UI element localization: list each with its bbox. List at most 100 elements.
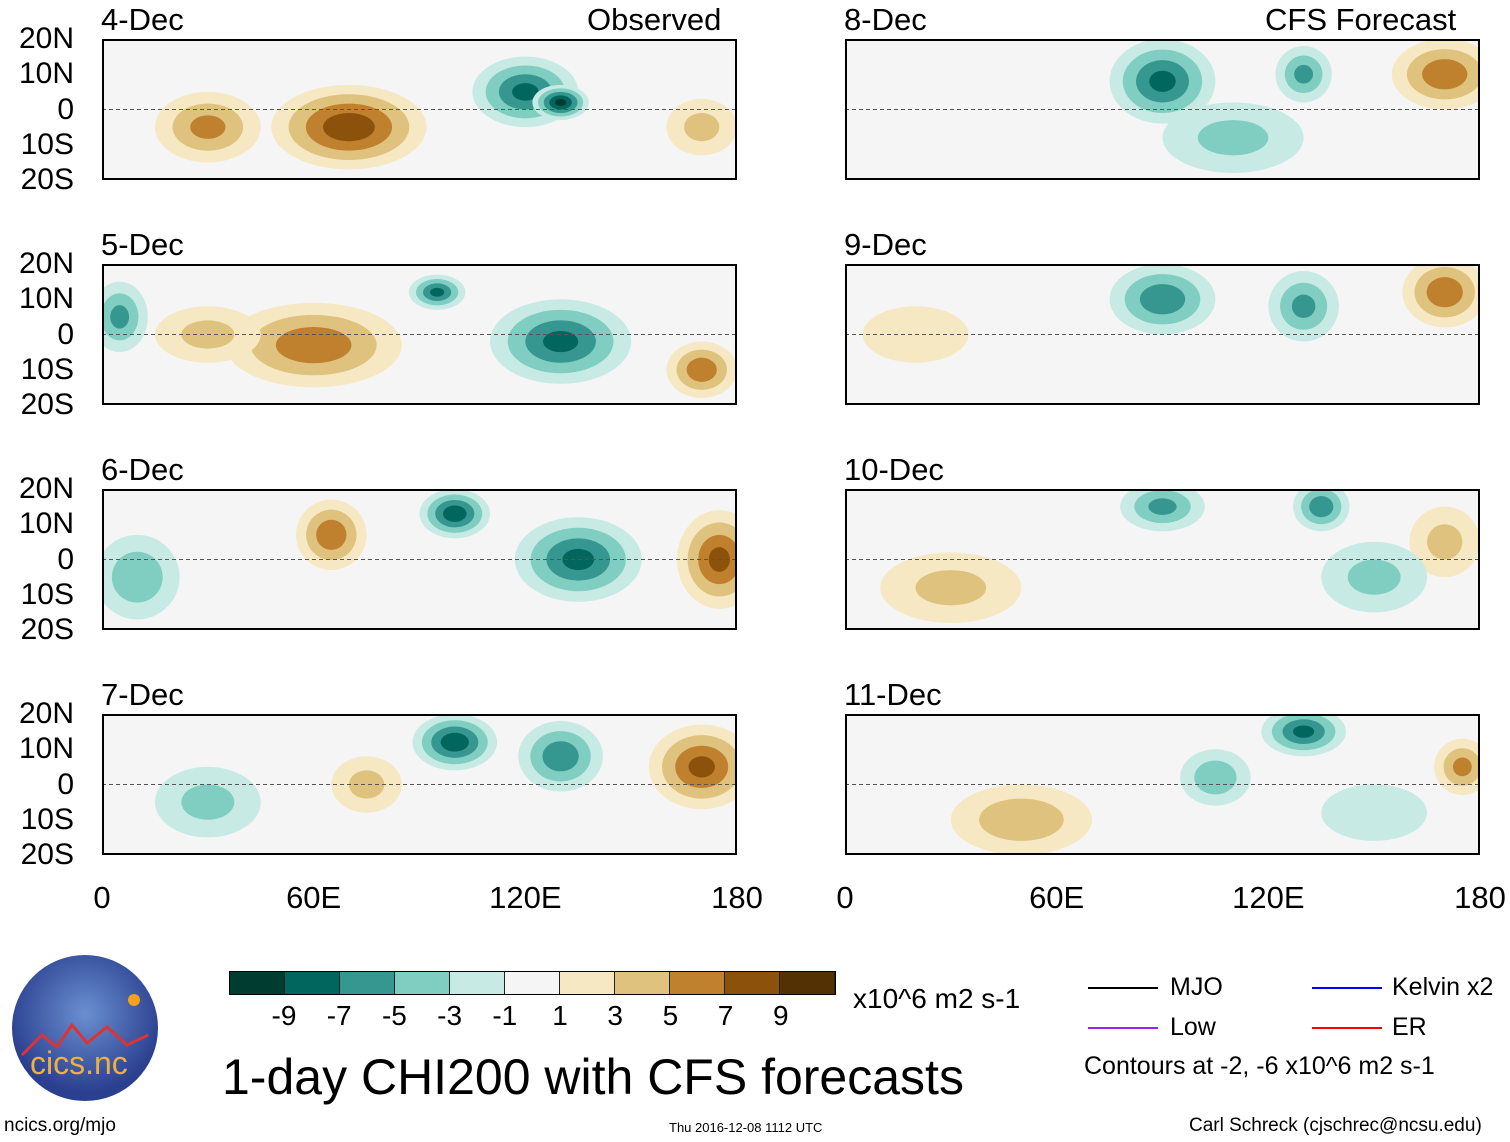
anomaly-shading — [190, 115, 226, 139]
panel-frame — [102, 39, 737, 180]
lon-tick: 0 — [93, 880, 111, 915]
contour-note: Contours at -2, -6 x10^6 m2 s-1 — [1084, 1052, 1435, 1080]
anomaly-shading — [440, 732, 469, 752]
anomaly-shading — [684, 113, 720, 142]
colorbar-swatch — [505, 972, 560, 994]
colorbar-swatch — [230, 972, 285, 994]
panel-frame — [845, 489, 1480, 630]
colorbar — [229, 971, 836, 995]
legend-low: Low — [1088, 1013, 1216, 1042]
lat-tick: 20N — [18, 697, 74, 730]
anomaly-shading — [1197, 120, 1269, 156]
footer-timestamp: Thu 2016-12-08 1112 UTC — [669, 1120, 823, 1135]
anomaly-shading — [181, 784, 235, 820]
anomaly-shading — [275, 326, 352, 364]
colorbar-label: -1 — [492, 1000, 518, 1031]
panel-frame — [845, 714, 1480, 855]
lat-tick: 10S — [20, 802, 74, 836]
anomaly-shading — [1293, 725, 1315, 738]
panel-date: 8-Dec — [844, 2, 927, 37]
anomaly-shading — [1309, 496, 1334, 518]
logo-mountains — [20, 994, 149, 1057]
panel-date: 5-Dec — [101, 227, 184, 262]
anomaly-shading — [430, 287, 445, 297]
anomaly-shading — [542, 330, 579, 353]
logo-text: cics.nc — [30, 1045, 128, 1081]
anomaly-shading — [688, 756, 715, 778]
lat-tick: 20S — [20, 163, 74, 196]
lat-tick: 20S — [20, 388, 74, 421]
panel-frame — [845, 39, 1480, 180]
anomaly-shading — [1426, 277, 1463, 308]
anomaly-shading — [1427, 524, 1463, 560]
anomaly-shading — [1452, 757, 1472, 777]
panel-date: 4-Dec — [101, 2, 184, 37]
figure-title: 1-day CHI200 with CFS forecasts — [222, 1049, 964, 1105]
lat-tick: 20S — [20, 838, 74, 871]
colorbar-swatch — [780, 972, 835, 994]
anomaly-shading — [443, 505, 467, 522]
lon-tick: 120E — [489, 880, 562, 915]
lat-tick: 20N — [18, 22, 74, 55]
legend-er: ER — [1312, 1013, 1427, 1042]
legend-kelvin: Kelvin x2 — [1312, 973, 1493, 1002]
panel-date: 10-Dec — [844, 452, 944, 487]
anomaly-shading — [512, 83, 539, 101]
colorbar-label: -3 — [437, 1000, 463, 1031]
anomaly-shading — [686, 357, 717, 382]
anomaly-shading — [554, 98, 567, 106]
colorbar-label: -7 — [326, 1000, 352, 1031]
anomaly-shading — [348, 770, 385, 799]
lat-tick: 10N — [18, 732, 74, 766]
panel-frame — [845, 264, 1480, 405]
anomaly-shading — [1422, 59, 1468, 90]
panel-map — [845, 264, 1480, 405]
panel-date: 7-Dec — [101, 677, 184, 712]
cics-logo: cics.nc — [12, 955, 158, 1101]
lon-tick: 120E — [1232, 880, 1305, 915]
anomaly-shading — [1149, 70, 1176, 92]
lat-tick: 10S — [20, 352, 74, 386]
anomaly-shading — [1194, 760, 1237, 795]
anomaly-shading — [323, 113, 375, 142]
lat-tick: 10N — [18, 57, 74, 91]
lat-tick: 0 — [57, 542, 74, 576]
anomaly-shading — [316, 519, 347, 550]
colorbar-label: 7 — [717, 1000, 734, 1031]
anomaly-shading — [542, 741, 579, 772]
anomaly-shading — [915, 570, 987, 606]
colorbar-swatch — [725, 972, 780, 994]
anomaly-shading — [1139, 284, 1186, 315]
colorbar-swatch — [615, 972, 670, 994]
anomaly-shading — [1347, 559, 1401, 595]
colorbar-label: 5 — [662, 1000, 679, 1031]
lat-tick: 10S — [20, 127, 74, 161]
colorbar-swatch — [285, 972, 340, 994]
footer-credit: Carl Schreck (cjschrec@ncsu.edu) — [1189, 1115, 1482, 1136]
footer-url[interactable]: ncics.org/mjo — [4, 1115, 116, 1136]
colorbar-label: -9 — [271, 1000, 297, 1031]
anomaly-shading — [1294, 64, 1314, 84]
lat-tick: 20S — [20, 613, 74, 646]
anomaly-shading — [1291, 294, 1316, 319]
colorbar-swatch — [450, 972, 505, 994]
panel-date: 9-Dec — [844, 227, 927, 262]
observed-label: Observed — [587, 2, 722, 37]
lat-tick: 0 — [57, 92, 74, 126]
lat-tick: 0 — [57, 767, 74, 801]
panel-map — [102, 39, 737, 180]
colorbar-label: 1 — [552, 1000, 568, 1031]
lon-tick: 180 — [1454, 880, 1506, 915]
lat-tick: 10S — [20, 577, 74, 611]
lon-tick: 0 — [836, 880, 854, 915]
lon-tick: 180 — [711, 880, 763, 915]
anomaly-shading — [111, 551, 163, 603]
colorbar-label: -5 — [381, 1000, 407, 1031]
forecast-label: CFS Forecast — [1265, 2, 1457, 37]
anomaly-shading — [1148, 498, 1177, 515]
panel-map — [845, 489, 1480, 630]
lat-tick: 20N — [18, 247, 74, 280]
anomaly-shading — [979, 798, 1064, 841]
legend-mjo: MJO — [1088, 973, 1223, 1002]
